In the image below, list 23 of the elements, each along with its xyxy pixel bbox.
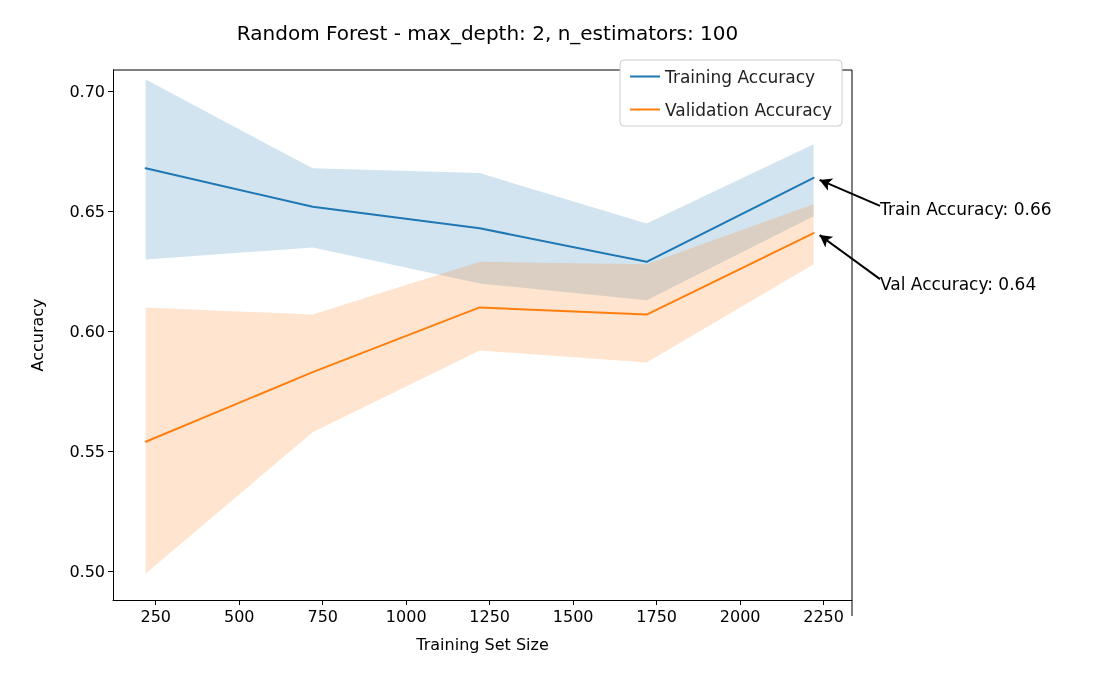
x-axis-title: Training Set Size	[415, 634, 549, 654]
y-tick-label: 0.60	[69, 321, 105, 341]
annotation: Train Accuracy: 0.66	[879, 199, 1052, 220]
x-tick-label: 750	[307, 606, 338, 626]
x-tick-label: 1750	[636, 606, 678, 626]
y-tick-label: 0.50	[69, 561, 105, 581]
x-tick-label: 250	[140, 606, 172, 626]
y-axis-title: Accuracy	[27, 298, 47, 372]
legend-label: Validation Accuracy	[665, 99, 833, 120]
legend-label: Training Accuracy	[664, 66, 816, 87]
x-tick-label: 500	[223, 606, 255, 626]
annotation: Val Accuracy: 0.64	[880, 273, 1037, 294]
x-tick-label: 2000	[719, 606, 761, 626]
x-tick-label: 1000	[385, 606, 427, 626]
line-series	[144, 167, 815, 263]
line-series	[144, 232, 815, 443]
chart-title: Random Forest - max_depth: 2, n_estimators: 100	[236, 21, 739, 45]
x-tick-label: 1500	[552, 606, 594, 626]
y-tick-label: 0.55	[69, 441, 105, 461]
x-tick-label: 2250	[803, 606, 844, 626]
y-tick-label: 0.70	[69, 82, 105, 102]
x-tick-label: 1250	[469, 606, 511, 626]
y-tick-label: 0.65	[69, 201, 105, 221]
